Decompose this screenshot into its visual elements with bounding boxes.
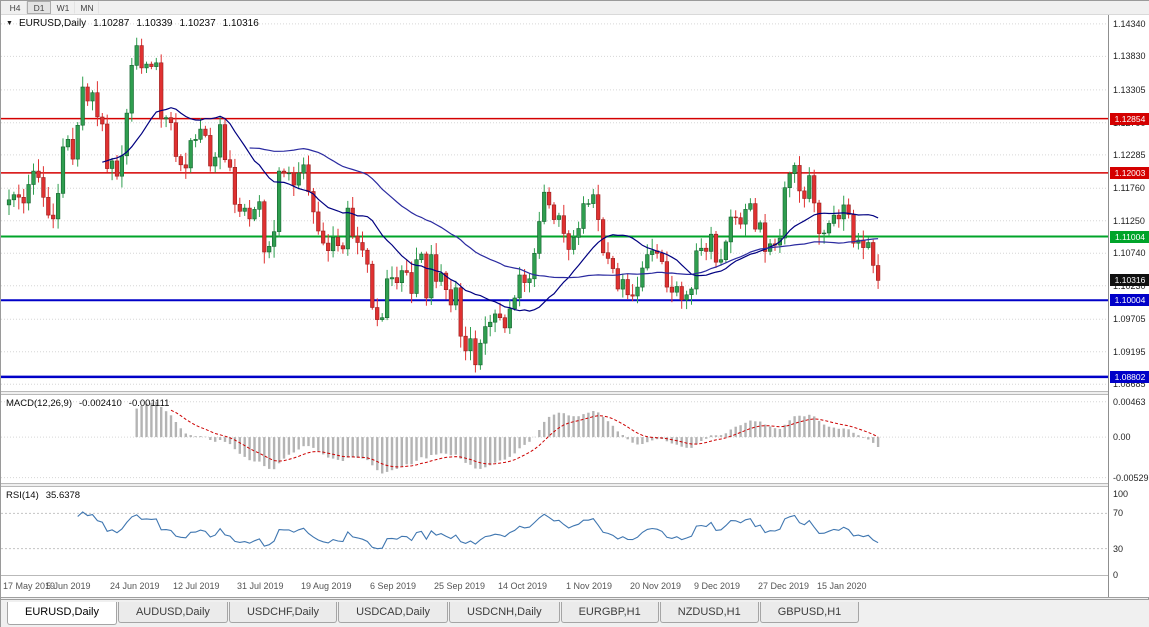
tab-audusd-daily[interactable]: AUDUSD,Daily xyxy=(117,602,228,623)
tab-eurusd-daily[interactable]: EURUSD,Daily xyxy=(7,602,117,625)
date-axis-label: 19 Aug 2019 xyxy=(301,581,352,591)
tab-eurgbp-h1[interactable]: EURGBP,H1 xyxy=(560,602,659,623)
date-axis-label: 24 Jun 2019 xyxy=(110,581,160,591)
rsi-label: RSI(14) xyxy=(6,490,39,501)
macd-axis-label: -0.00529 xyxy=(1113,473,1149,483)
rsi-axis-label: 0 xyxy=(1113,570,1119,580)
macd-value-signal: -0.001111 xyxy=(128,398,170,409)
tab-usdcnh-daily[interactable]: USDCNH,Daily xyxy=(449,602,560,623)
macd-title: MACD(12,26,9) -0.002410 -0.001111 xyxy=(6,398,169,409)
price-axis-label: 1.11250 xyxy=(1113,216,1145,226)
hline-price-badge: 1.12003 xyxy=(1110,167,1149,179)
price-axis-border xyxy=(1108,15,1109,597)
ohlc-high: 1.10339 xyxy=(136,18,173,29)
price-axis[interactable]: 1.143401.138301.133051.127901.122851.117… xyxy=(1109,15,1149,597)
ohlc-close: 1.10316 xyxy=(222,18,259,29)
timeframe-button-w1[interactable]: W1 xyxy=(51,1,75,14)
date-axis-label: 5 Jun 2019 xyxy=(46,581,91,591)
price-axis-label: 1.08685 xyxy=(1113,379,1146,389)
timeframe-button-d1[interactable]: D1 xyxy=(27,1,51,14)
ohlc-low: 1.10237 xyxy=(179,18,216,29)
price-axis-label: 1.09705 xyxy=(1113,314,1146,324)
date-axis-label: 6 Sep 2019 xyxy=(370,581,417,591)
rsi-title: RSI(14) 35.6378 xyxy=(6,490,80,501)
date-axis-label: 31 Jul 2019 xyxy=(237,581,284,591)
price-axis-label: 1.14340 xyxy=(1113,19,1146,29)
hline-price-badge: 1.08802 xyxy=(1110,371,1149,383)
hline-price-badge: 1.10004 xyxy=(1110,294,1149,306)
date-axis-label: 12 Jul 2019 xyxy=(173,581,220,591)
date-axis[interactable]: 17 May 2019 5 Jun 2019 24 Jun 2019 12 Jul 2… xyxy=(1,576,1108,597)
price-axis-label: 1.10230 xyxy=(1113,281,1146,291)
macd-label: MACD(12,26,9) xyxy=(6,398,72,409)
macd-value-main: -0.002410 xyxy=(79,398,122,409)
rsi-pane-canvas[interactable] xyxy=(1,487,1108,575)
macd-axis-label: 0.00463 xyxy=(1113,397,1146,407)
tab-usdchf-daily[interactable]: USDCHF,Daily xyxy=(228,602,338,623)
price-axis-label: 1.13830 xyxy=(1113,51,1146,61)
price-axis-label: 1.12285 xyxy=(1113,150,1146,160)
timeframe-button-h4[interactable]: H4 xyxy=(3,1,27,14)
pane-separator[interactable] xyxy=(1,483,1149,487)
date-axis-label: 25 Sep 2019 xyxy=(434,581,486,591)
timeframe-button-mn[interactable]: MN xyxy=(75,1,99,14)
macd-axis-label: 0.00 xyxy=(1113,432,1131,442)
rsi-value: 35.6378 xyxy=(45,490,81,501)
date-axis-label: 15 Jan 2020 xyxy=(817,581,867,591)
timeframe-toolbar: H4 D1 W1 MN xyxy=(1,1,1149,15)
rsi-axis-label: 70 xyxy=(1113,508,1124,518)
price-axis-label: 1.09195 xyxy=(1113,347,1146,357)
price-axis-label: 1.13305 xyxy=(1113,85,1146,95)
price-axis-label: 1.10740 xyxy=(1113,248,1146,258)
date-axis-label: 27 Dec 2019 xyxy=(758,581,810,591)
tab-gbpusd-h1[interactable]: GBPUSD,H1 xyxy=(759,602,860,623)
macd-pane-canvas[interactable] xyxy=(1,395,1108,483)
chart-region: ▼ EURUSD,Daily 1.10287 1.10339 1.10237 1… xyxy=(1,15,1149,598)
chart-title: ▼ EURUSD,Daily 1.10287 1.10339 1.10237 1… xyxy=(6,18,259,29)
date-axis-label: 9 Dec 2019 xyxy=(694,581,741,591)
date-axis-label: 1 Nov 2019 xyxy=(566,581,613,591)
tab-nzdusd-h1[interactable]: NZDUSD,H1 xyxy=(659,602,759,623)
date-axis-border xyxy=(1,575,1149,576)
ohlc-open: 1.10287 xyxy=(93,18,130,29)
price-axis-label: 1.11760 xyxy=(1113,183,1145,193)
main-chart-canvas[interactable] xyxy=(1,15,1108,391)
tab-usdcad-daily[interactable]: USDCAD,Daily xyxy=(338,602,449,623)
pane-separator[interactable] xyxy=(1,391,1149,395)
symbol-dropdown-icon[interactable]: ▼ xyxy=(6,20,13,27)
date-axis-label: 14 Oct 2019 xyxy=(498,581,548,591)
hline-price-badge: 1.11004 xyxy=(1110,231,1149,243)
current-price-badge: 1.10316 xyxy=(1110,274,1149,286)
chart-tab-bar: EURUSD,Daily AUDUSD,Daily USDCHF,Daily USDC… xyxy=(1,599,1149,627)
date-axis-label: 17 May 2019 xyxy=(3,581,56,591)
chart-symbol-label: EURUSD,Daily xyxy=(18,18,87,29)
rsi-axis-label: 30 xyxy=(1113,544,1124,554)
hline-price-badge: 1.12854 xyxy=(1110,113,1149,125)
date-axis-label: 20 Nov 2019 xyxy=(630,581,682,591)
rsi-axis-label: 100 xyxy=(1113,489,1129,499)
